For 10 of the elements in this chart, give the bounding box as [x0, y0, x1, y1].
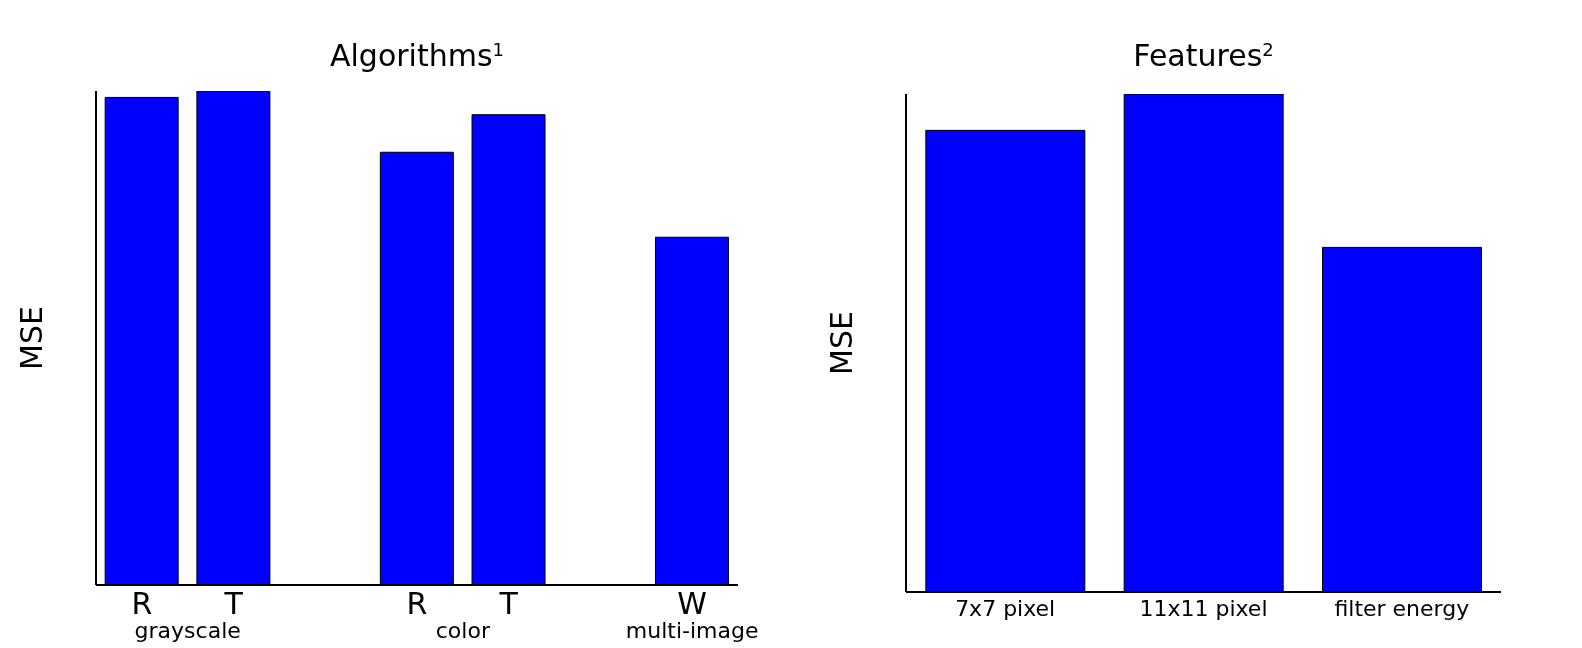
chart-title: Features$^{2}$	[1133, 38, 1274, 73]
x-tick-label: 7x7 pixel	[955, 595, 1056, 621]
y-axis-title: MSE	[824, 311, 859, 375]
y-axis-title: MSE	[14, 306, 49, 370]
text: color	[435, 618, 490, 643]
x-tick-label: filter energy	[1334, 595, 1470, 621]
x-tick-label: T	[498, 586, 519, 622]
chart-title: Algorithms$^{1}$	[329, 38, 505, 73]
x-tick-label: 11x11 pixel	[1139, 595, 1268, 621]
x-tick-label: R	[406, 586, 428, 622]
